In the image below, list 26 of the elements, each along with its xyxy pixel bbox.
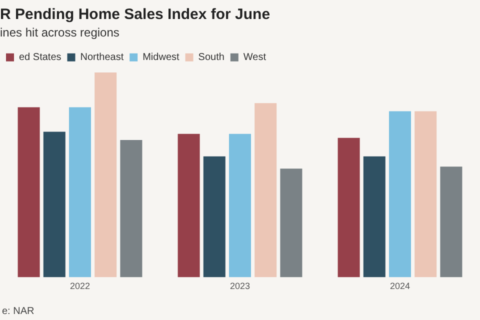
chart-title: R Pending Home Sales Index for June (0, 6, 270, 24)
bar (363, 156, 386, 278)
bar (203, 156, 226, 278)
legend-label: Northeast (80, 52, 124, 64)
legend-label: West (243, 52, 266, 64)
bar (178, 134, 200, 278)
legend-label: South (198, 52, 224, 64)
legend-label: ed States (19, 52, 62, 64)
bar (18, 107, 40, 278)
x-tick-label: 2022 (70, 281, 90, 292)
bar (280, 168, 302, 278)
bar (254, 103, 277, 278)
text: e: NAR (2, 306, 34, 317)
bar (440, 166, 462, 278)
x-tick-label: 2024 (390, 281, 410, 292)
chart-subtitle: ines hit across regions (0, 26, 120, 40)
legend-label: Midwest (142, 52, 180, 64)
x-tick-label: 2023 (230, 281, 250, 292)
bar (388, 111, 412, 278)
bar (120, 140, 142, 278)
bar (94, 72, 117, 278)
bar (414, 111, 437, 278)
bar (43, 132, 66, 278)
bar (338, 138, 360, 278)
bar (228, 134, 252, 278)
bar (68, 107, 92, 278)
